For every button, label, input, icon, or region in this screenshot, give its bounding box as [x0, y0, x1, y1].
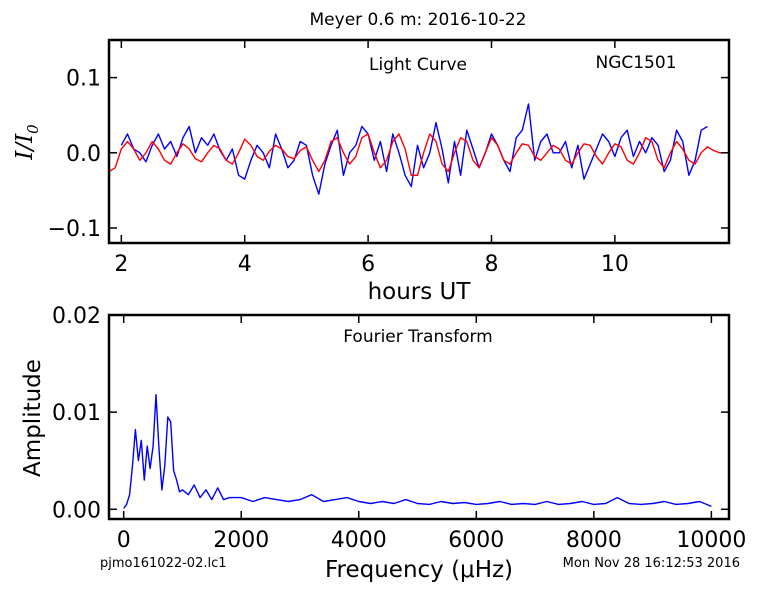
light-curve-xtick-label: 10	[601, 252, 629, 277]
light-curve-frame	[107, 38, 731, 245]
light-curve-data-line	[120, 103, 708, 195]
fourier-xtick-label: 6000	[448, 528, 504, 553]
fourier-panel: 0 2000 4000 6000 8000 10000 0.00 0.01 0.02 Fouri…	[20, 304, 746, 583]
light-curve-xtick-label: 2	[114, 252, 128, 277]
light-curve-ytick-label: 0.1	[66, 67, 101, 92]
source-file-label: pjmo161022-02.lc1	[100, 556, 227, 571]
light-curve-ylabel: I/I0	[12, 124, 42, 161]
fourier-xtick-label: 8000	[566, 528, 622, 553]
fourier-title: Fourier Transform	[343, 327, 492, 347]
timestamp-label: Mon Nov 28 16:12:53 2016	[563, 556, 740, 571]
fourier-data-line	[123, 394, 712, 509]
fourier-frame	[107, 313, 731, 521]
fourier-xtick-label: 0	[117, 528, 131, 553]
figure-title: Meyer 0.6 m: 2016-10-22	[310, 10, 527, 30]
light-curve-model-line	[109, 133, 726, 177]
fourier-ylabel: Amplitude	[20, 359, 46, 477]
light-curve-ytick-label: −0.1	[48, 217, 101, 242]
light-curve-xtick-label: 4	[238, 252, 252, 277]
object-name-label: NGC1501	[595, 53, 676, 73]
fourier-ytick-label: 0.02	[52, 304, 101, 329]
fourier-ytick-label: 0.00	[52, 498, 101, 523]
fourier-xlabel: Frequency (μHz)	[325, 557, 513, 583]
fourier-xtick-label: 4000	[331, 528, 387, 553]
fourier-xtick-label: 10000	[676, 528, 746, 553]
fourier-ytick-label: 0.01	[52, 401, 101, 426]
light-curve-panel: 2 4 6 8 10 −0.1 0.0 0.1 Light Curve NGC1501 hou…	[12, 38, 731, 305]
fourier-xtick-label: 2000	[213, 528, 269, 553]
light-curve-xtick-label: 6	[361, 252, 375, 277]
light-curve-xlabel: hours UT	[368, 279, 472, 305]
light-curve-ytick-label: 0.0	[66, 142, 101, 167]
light-curve-title: Light Curve	[369, 55, 467, 75]
light-curve-xtick-label: 8	[484, 252, 498, 277]
